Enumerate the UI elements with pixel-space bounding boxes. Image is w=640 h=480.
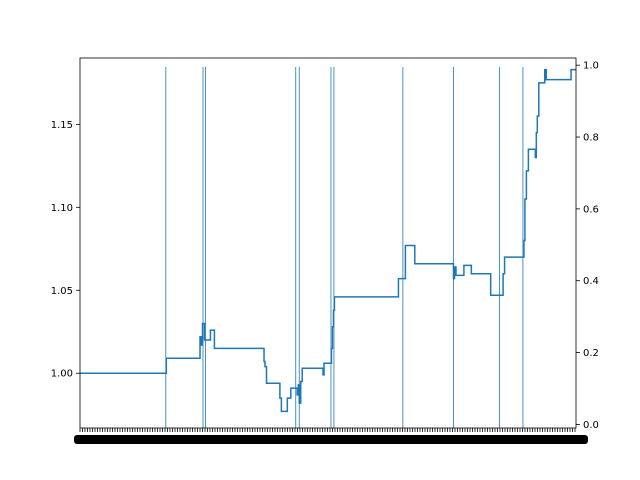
- right-tick-label: 0.0: [583, 420, 599, 431]
- right-tick-label: 0.8: [583, 133, 599, 144]
- left-tick-label: 1.15: [51, 120, 73, 131]
- left-tick-label: 1.00: [51, 369, 73, 380]
- series-line: [80, 68, 576, 413]
- right-tick-label: 0.4: [583, 276, 599, 287]
- x-tick-labels-overlap: [74, 435, 588, 444]
- right-y-axis: 0.0 0.2 0.4 0.6 0.8 1.0: [576, 61, 599, 431]
- left-tick-label: 1.10: [51, 203, 73, 214]
- right-tick-label: 0.2: [583, 348, 599, 359]
- right-tick-label: 0.6: [583, 204, 599, 215]
- left-tick-label: 1.05: [51, 286, 73, 297]
- x-axis: [74, 428, 588, 444]
- vertical-lines: [165, 66, 524, 428]
- plot-frame: [79, 57, 577, 429]
- right-tick-label: 1.0: [583, 61, 599, 72]
- left-y-axis: 1.00 1.05 1.10 1.15: [51, 120, 80, 380]
